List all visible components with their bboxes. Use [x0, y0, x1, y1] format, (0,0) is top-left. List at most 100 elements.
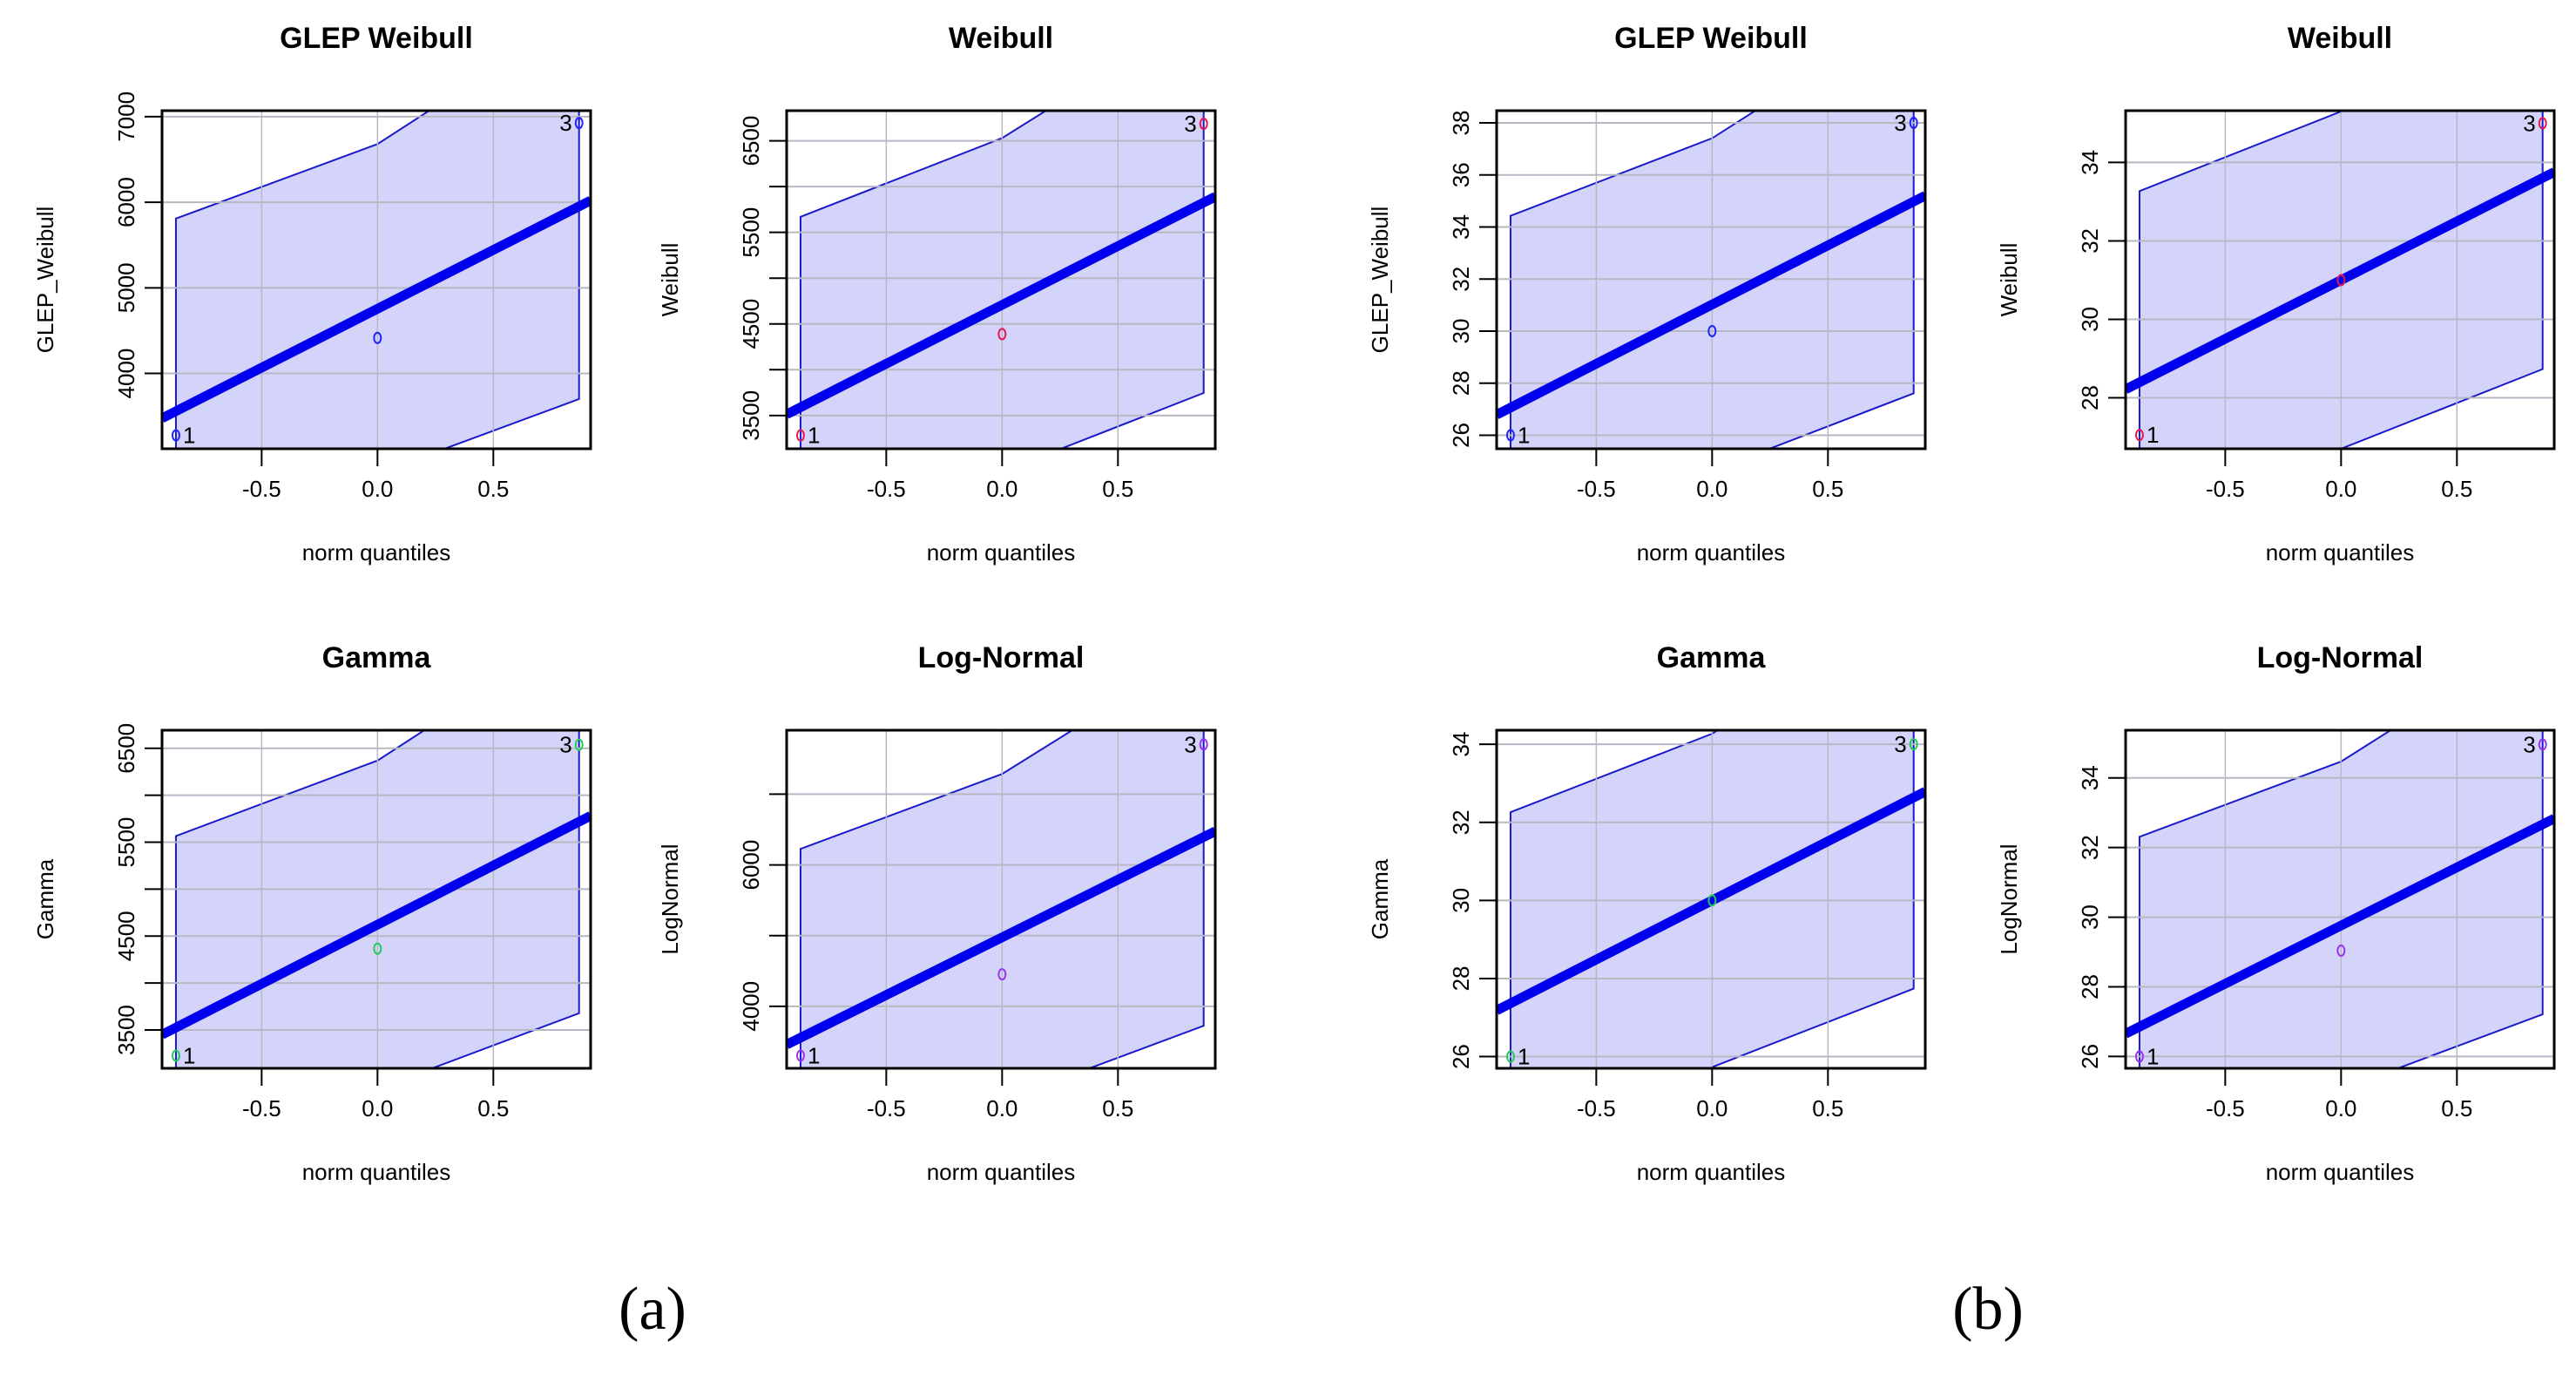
reference-line — [1497, 191, 1925, 419]
x-tick-label: 0.5 — [1812, 476, 1843, 502]
plot-area: 13 — [2126, 110, 2554, 449]
y-tick-label: 30 — [2077, 904, 2103, 930]
y-tick-label: 6000 — [738, 840, 764, 891]
point-id-label: 3 — [559, 732, 571, 758]
point-id-label: 1 — [808, 1042, 820, 1068]
y-tick-label: 32 — [2077, 835, 2103, 860]
plot-area: 13 — [787, 111, 1215, 449]
y-tick-label: 4000 — [738, 981, 764, 1032]
point-id-label: 1 — [1518, 422, 1530, 448]
plot-area: 13 — [1497, 730, 1925, 1068]
plot-area: 13 — [2126, 730, 2554, 1069]
y-tick-label: 36 — [1448, 162, 1474, 187]
point-id-label: 1 — [2147, 422, 2159, 448]
plot-box — [160, 728, 592, 1070]
y-axis-title: Weibull — [1996, 243, 2022, 317]
x-tick-label: -0.5 — [242, 476, 281, 502]
y-tick-label: 5500 — [113, 817, 139, 868]
x-axis-title: norm quantiles — [927, 539, 1076, 566]
y-tick-label: 26 — [2077, 1044, 2103, 1069]
reference-line — [1497, 787, 1925, 1015]
y-tick-label: 7000 — [113, 91, 139, 142]
x-tick-label: 0.0 — [2325, 1095, 2356, 1121]
x-tick-label: 0.5 — [2441, 1095, 2472, 1121]
y-tick-label: 34 — [2077, 150, 2103, 175]
plot-box — [160, 109, 592, 451]
point-id-label: 1 — [183, 423, 195, 449]
x-tick-label: -0.5 — [2206, 1095, 2245, 1121]
y-axis-title: GLEP_Weibull — [1367, 207, 1393, 354]
y-tick-label: 26 — [1448, 423, 1474, 448]
y-axis-title: Gamma — [1367, 858, 1393, 939]
data-point — [2538, 117, 2547, 130]
y-tick-label: 34 — [1448, 214, 1474, 240]
data-point — [171, 1049, 180, 1062]
data-point — [1909, 738, 1918, 751]
point-id-label: 1 — [2147, 1043, 2159, 1069]
reference-line — [2126, 814, 2554, 1039]
y-tick-label: 4500 — [113, 911, 139, 961]
point-id-label: 3 — [1894, 731, 1906, 757]
x-tick-label: -0.5 — [1577, 476, 1616, 502]
panel-title: Log-Normal — [918, 641, 1085, 674]
y-axis-title: GLEP_Weibull — [32, 207, 58, 354]
y-tick-label: 6500 — [738, 116, 764, 166]
x-tick-label: 0.0 — [986, 476, 1018, 502]
x-tick-label: -0.5 — [867, 476, 906, 502]
data-point — [2134, 429, 2144, 442]
x-tick-label: -0.5 — [242, 1095, 281, 1121]
data-point — [373, 942, 382, 955]
plot-area: 13 — [787, 730, 1215, 1068]
y-tick-label: 30 — [2077, 307, 2103, 332]
x-tick-label: 0.0 — [2325, 476, 2356, 502]
x-tick-label: 0.5 — [2441, 476, 2472, 502]
data-point — [1199, 738, 1208, 751]
y-tick-label: 3500 — [113, 1005, 139, 1055]
x-axis-title: norm quantiles — [927, 1159, 1076, 1185]
plot-area: 13 — [162, 730, 591, 1068]
y-tick-label: 6000 — [113, 177, 139, 227]
x-axis-title: norm quantiles — [302, 1159, 451, 1185]
data-point — [795, 1049, 805, 1062]
plot-box — [1495, 728, 1927, 1070]
data-point — [574, 738, 584, 751]
y-axis-title: LogNormal — [1996, 843, 2022, 954]
y-tick-label: 32 — [1448, 810, 1474, 835]
data-point — [1707, 324, 1717, 337]
x-tick-label: 0.0 — [362, 1095, 393, 1121]
y-tick-label: 34 — [1448, 732, 1474, 757]
x-tick-label: 0.0 — [1696, 1095, 1727, 1121]
point-id-label: 3 — [1894, 110, 1906, 136]
data-point — [1707, 894, 1717, 907]
data-point — [1199, 118, 1208, 131]
y-tick-label: 28 — [1448, 965, 1474, 991]
y-tick-label: 26 — [1448, 1044, 1474, 1069]
data-point — [795, 429, 805, 442]
data-point — [574, 117, 584, 130]
x-tick-label: -0.5 — [1577, 1095, 1616, 1121]
data-point — [1505, 429, 1515, 442]
point-id-label: 3 — [1184, 111, 1196, 137]
x-axis-title: norm quantiles — [2266, 1159, 2415, 1185]
point-id-label: 3 — [2523, 110, 2535, 136]
data-point — [997, 328, 1007, 341]
data-point — [997, 968, 1007, 981]
x-axis-title: norm quantiles — [2266, 539, 2415, 566]
plot-box — [785, 728, 1217, 1070]
x-tick-label: 0.5 — [477, 476, 509, 502]
x-tick-label: 0.5 — [1812, 1095, 1843, 1121]
reference-line — [162, 811, 591, 1040]
data-point — [1505, 1050, 1515, 1063]
point-id-label: 3 — [2523, 731, 2535, 757]
y-tick-label: 4500 — [738, 299, 764, 349]
x-tick-label: -0.5 — [2206, 476, 2245, 502]
reference-line — [787, 192, 1215, 419]
y-tick-label: 38 — [1448, 111, 1474, 136]
